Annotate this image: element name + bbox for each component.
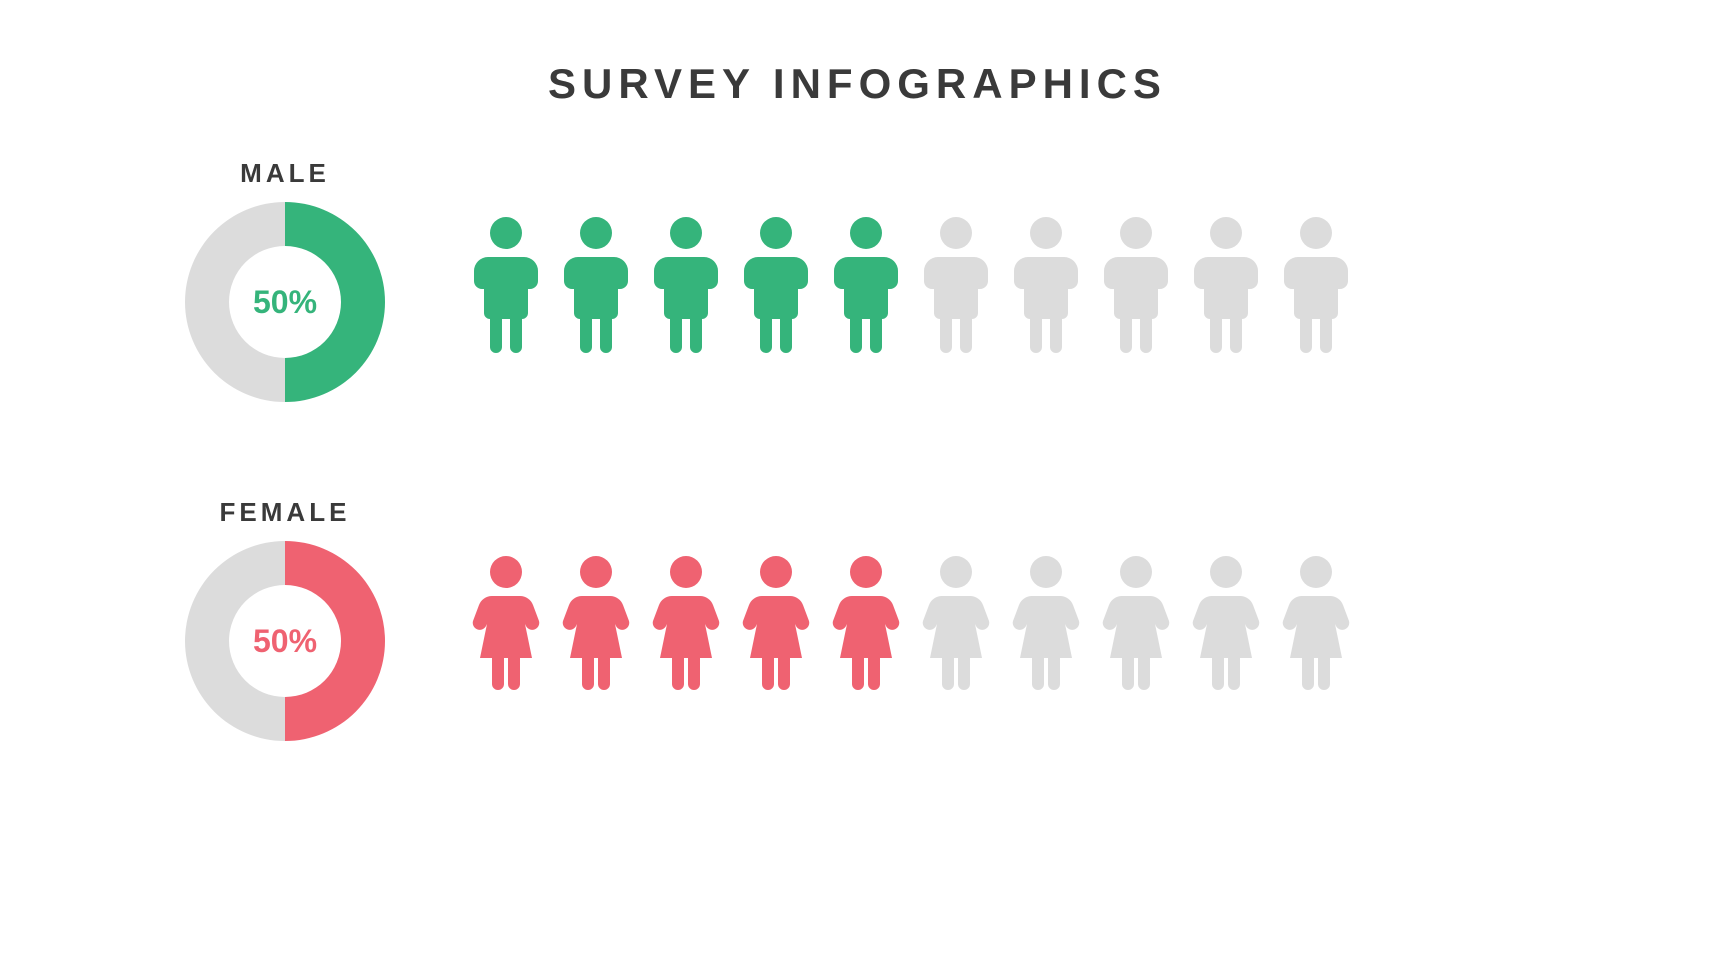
male-person-icon (470, 213, 542, 353)
donut-percent-female: 50% (180, 536, 390, 746)
row-female: FEMALE 50% (180, 497, 1715, 746)
donut-male: 50% (180, 197, 390, 407)
female-person-icon (1010, 552, 1082, 692)
page-title: SURVEY INFOGRAPHICS (548, 60, 1167, 108)
male-person-icon (1280, 213, 1352, 353)
donut-percent-male: 50% (180, 197, 390, 407)
male-person-icon (1010, 213, 1082, 353)
female-person-icon (560, 552, 632, 692)
infographic-rows: MALE 50% FEMALE 50% (0, 158, 1715, 746)
male-person-icon (830, 213, 902, 353)
male-person-icon (1100, 213, 1172, 353)
male-person-icon (650, 213, 722, 353)
category-label-female: FEMALE (220, 497, 351, 528)
male-person-icon (1190, 213, 1262, 353)
female-person-icon (920, 552, 992, 692)
female-person-icon (740, 552, 812, 692)
donut-block-female: FEMALE 50% (180, 497, 390, 746)
female-person-icon (830, 552, 902, 692)
female-person-icon (1100, 552, 1172, 692)
male-person-icon (560, 213, 632, 353)
donut-female: 50% (180, 536, 390, 746)
row-male: MALE 50% (180, 158, 1715, 407)
people-row-female (470, 552, 1352, 692)
category-label-male: MALE (240, 158, 330, 189)
female-person-icon (1280, 552, 1352, 692)
female-person-icon (1190, 552, 1262, 692)
male-person-icon (740, 213, 812, 353)
female-person-icon (470, 552, 542, 692)
people-row-male (470, 213, 1352, 353)
female-person-icon (650, 552, 722, 692)
donut-block-male: MALE 50% (180, 158, 390, 407)
male-person-icon (920, 213, 992, 353)
